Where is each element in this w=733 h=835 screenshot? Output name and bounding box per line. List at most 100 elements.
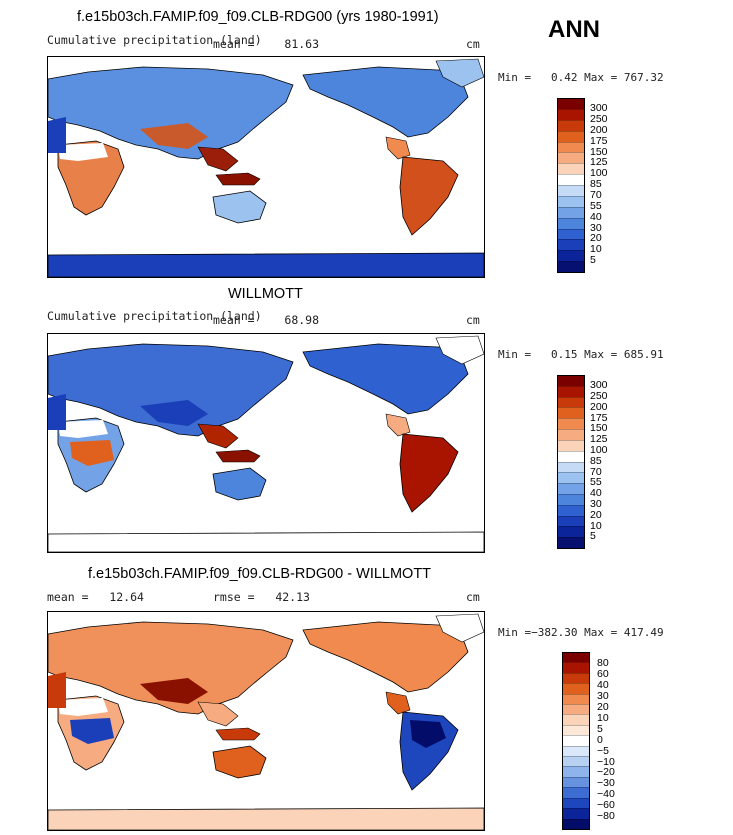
panel2-tick: 300 bbox=[590, 379, 608, 392]
panel1-tick: 5 bbox=[590, 254, 596, 267]
panel2-tick: 150 bbox=[590, 422, 608, 435]
panel3-max-label: Max bbox=[584, 626, 604, 639]
panel3-mean-value: 12.64 bbox=[109, 590, 144, 604]
panel2-tick: 55 bbox=[590, 476, 602, 489]
panel1-tick: 55 bbox=[590, 199, 602, 212]
panel2-sahara bbox=[58, 420, 108, 438]
panel1-min-value: 0.42 bbox=[551, 71, 578, 84]
panel1-indonesia bbox=[215, 172, 261, 186]
panel1-variable-label: Cumulative precipitation (land) bbox=[47, 33, 262, 47]
panel2-central-america bbox=[385, 413, 411, 437]
panel3-map bbox=[47, 611, 485, 831]
panel1-tick: 100 bbox=[590, 167, 608, 180]
season-label: ANN bbox=[548, 16, 600, 43]
panel3-tick: −60 bbox=[597, 799, 615, 812]
panel1-min-label: Min bbox=[498, 71, 518, 84]
panel2-himalaya bbox=[140, 400, 208, 426]
panel2-tick: 200 bbox=[590, 400, 608, 413]
panel2-tick: 10 bbox=[590, 519, 602, 532]
panel3-tick: −5 bbox=[597, 744, 609, 757]
panel2-north-america bbox=[302, 343, 469, 415]
panel2-tick: 100 bbox=[590, 443, 608, 456]
panel2-tick: 70 bbox=[590, 465, 602, 478]
panel1-colorbar-ticks: 300 250 200 175 150 125 100 85 70 55 40 … bbox=[590, 103, 608, 266]
panel3-min-value: −382.30 bbox=[531, 626, 578, 639]
panel3-colorbar-ticks: 80 60 40 30 20 10 5 0 −5 −10 −20 −30 −40… bbox=[597, 658, 615, 822]
panel3-mean-label: mean bbox=[47, 590, 75, 604]
panel2-indonesia bbox=[215, 449, 261, 463]
panel1-tick: 200 bbox=[590, 123, 608, 136]
panel1-tick: 40 bbox=[590, 210, 602, 223]
panel3-tick: −20 bbox=[597, 766, 615, 779]
panel1-max-value: 767.32 bbox=[623, 71, 664, 84]
panel1-colorbar bbox=[557, 98, 585, 273]
panel2-antarctica-outline bbox=[48, 531, 484, 552]
panel1-units: cm bbox=[466, 37, 480, 51]
panel1-map bbox=[47, 56, 485, 278]
panel1-tick: 20 bbox=[590, 232, 602, 245]
panel2-colorbar-ticks: 300 250 200 175 150 125 100 85 70 55 40 … bbox=[590, 380, 608, 542]
panel1-europe-west bbox=[48, 117, 66, 153]
panel3-tick: −80 bbox=[597, 810, 615, 823]
panel3-antarctica bbox=[48, 807, 484, 830]
panel3-max-value: 417.49 bbox=[623, 626, 664, 639]
panel2-africa-tropics bbox=[70, 440, 114, 466]
panel2-title: WILLMOTT bbox=[228, 286, 303, 302]
panel2-units: cm bbox=[466, 313, 480, 327]
panel1-australia bbox=[212, 190, 267, 224]
panel2-variable-label: Cumulative precipitation (land) bbox=[47, 309, 262, 323]
panel3-title: f.e15b03ch.FAMIP.f09_f09.CLB-RDG00 - WIL… bbox=[88, 566, 432, 582]
panel1-antarctica bbox=[48, 252, 484, 277]
panel1-tick: 300 bbox=[590, 102, 608, 115]
panel3-se-asia bbox=[197, 701, 239, 727]
panel1-sahara bbox=[58, 143, 108, 161]
panel2-europe-west bbox=[48, 394, 66, 430]
panel3-central-america bbox=[385, 691, 411, 715]
panel2-tick: 20 bbox=[590, 508, 602, 521]
panel3-rmse: rmse = 42.13 bbox=[213, 590, 310, 604]
panel3-north-america bbox=[302, 621, 469, 693]
panel1-north-america bbox=[302, 66, 469, 138]
panel2-se-asia bbox=[197, 423, 239, 449]
panel3-tick: −10 bbox=[597, 755, 615, 768]
panel2-max-label: Max bbox=[584, 348, 604, 361]
panel2-tick: 175 bbox=[590, 411, 608, 424]
panel3-mean: mean = 12.64 bbox=[47, 590, 144, 604]
panel3-tick: −30 bbox=[597, 777, 615, 790]
panel3-indonesia bbox=[215, 727, 261, 741]
panel3-tick: −40 bbox=[597, 788, 615, 801]
panel2-mean-label: mean bbox=[213, 313, 241, 327]
panel1-mean-label: mean bbox=[213, 37, 241, 51]
panel1-mean-value: 81.63 bbox=[284, 37, 320, 51]
panel2-min-value: 0.15 bbox=[551, 348, 578, 361]
panel3-tick: 80 bbox=[597, 657, 609, 670]
panel2-max-value: 685.91 bbox=[623, 348, 664, 361]
panel2-colorbar bbox=[557, 375, 585, 549]
panel2-tick: 5 bbox=[590, 530, 596, 543]
panel1-max-label: Max bbox=[584, 71, 604, 84]
panel1-greenland bbox=[435, 58, 484, 88]
panel1-central-america bbox=[385, 136, 411, 160]
panel1-minmax: Min = 0.42 Max = 767.32 bbox=[498, 71, 664, 84]
panel3-tick: 5 bbox=[597, 722, 603, 735]
panel3-rmse-label: rmse bbox=[213, 590, 241, 604]
panel3-greenland bbox=[435, 613, 484, 643]
panel3-min-label: Min bbox=[498, 626, 518, 639]
panel3-minmax: Min =−382.30 Max = 417.49 bbox=[498, 626, 664, 639]
panel1-south-america bbox=[399, 156, 459, 236]
panel2-tick: 40 bbox=[590, 487, 602, 500]
panel2-south-america bbox=[399, 433, 459, 513]
panel2-tick: 85 bbox=[590, 454, 602, 467]
panel3-tick: 10 bbox=[597, 711, 609, 724]
panel3-tick: 40 bbox=[597, 679, 609, 692]
panel3-tick: 20 bbox=[597, 700, 609, 713]
panel1-tick: 125 bbox=[590, 156, 608, 169]
panel3-units: cm bbox=[466, 590, 480, 604]
panel3-australia bbox=[212, 745, 267, 779]
panel1-title: f.e15b03ch.FAMIP.f09_f09.CLB-RDG00 (yrs … bbox=[77, 9, 439, 25]
panel3-himalaya bbox=[140, 678, 208, 704]
panel1-tick: 30 bbox=[590, 221, 602, 234]
panel2-min-label: Min bbox=[498, 348, 518, 361]
panel2-tick: 30 bbox=[590, 497, 602, 510]
panel3-rmse-value: 42.13 bbox=[275, 590, 310, 604]
